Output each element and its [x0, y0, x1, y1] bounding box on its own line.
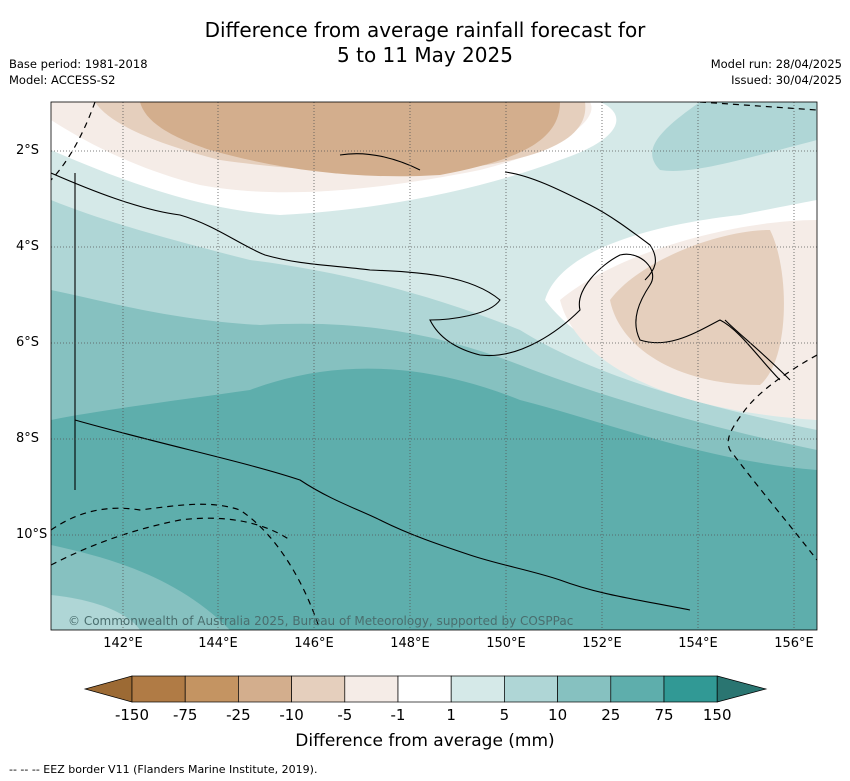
colorbar-tick-label: 75 — [654, 706, 674, 724]
colorbar-tick-label: -1 — [390, 706, 406, 724]
lon-label: 154°E — [678, 636, 718, 651]
eez-border-southwest — [51, 503, 321, 630]
eez-borders — [51, 102, 817, 630]
colorbar-tick-label: -10 — [279, 706, 304, 724]
coastline-new-britain — [504, 171, 656, 281]
colorbar-extend-low — [83, 675, 133, 703]
eez-footnote: -- -- -- EEZ border V11 (Flanders Marine… — [9, 763, 318, 776]
eez-border-south — [51, 517, 291, 566]
colorbar-tick-label: 25 — [601, 706, 621, 724]
band-5-10-southwest — [51, 595, 140, 630]
coastline-bougainville — [724, 319, 791, 381]
coastline-mainland-south — [74, 419, 691, 611]
meta-left: Base period: 1981-2018 Model: ACCESS-S2 — [9, 56, 148, 88]
colorbar — [83, 675, 768, 703]
colorbar-swatch — [184, 675, 239, 703]
map-frame — [50, 101, 818, 631]
colorbar-swatch — [504, 675, 558, 703]
rainfall-field — [51, 102, 817, 630]
lat-label: 2°S — [16, 143, 40, 158]
colorbar-tick-label: -5 — [337, 706, 353, 724]
lat-label: 8°S — [16, 431, 40, 446]
lat-label: 10°S — [16, 527, 48, 542]
title-line-2: 5 to 11 May 2025 — [337, 43, 513, 67]
colorbar-swatch — [291, 675, 346, 703]
copyright-note: © Commonwealth of Australia 2025, Bureau… — [68, 614, 574, 628]
colorbar-swatch — [450, 675, 505, 703]
eez-border-northeast — [699, 102, 817, 111]
colorbar-extend-high — [716, 675, 768, 703]
colorbar-swatch — [131, 675, 186, 703]
colorbar-tick-label: 10 — [548, 706, 568, 724]
colorbar-swatch — [397, 675, 452, 703]
coastlines — [51, 153, 791, 611]
lat-label: 6°S — [16, 335, 40, 350]
coastline-manus — [339, 153, 421, 171]
band-minus25-minus10-north — [140, 102, 560, 177]
colorbar-swatch — [557, 675, 612, 703]
colorbar-swatch — [610, 675, 665, 703]
eez-border-east — [727, 354, 817, 561]
lon-label: 142°E — [103, 636, 143, 651]
title-line-1: Difference from average rainfall forecas… — [204, 18, 646, 42]
model-name: Model: ACCESS-S2 — [9, 73, 116, 87]
model-run: Model run: 28/04/2025 — [710, 57, 842, 71]
colorbar-tick-label: -150 — [114, 706, 150, 724]
map-title: Difference from average rainfall forecas… — [0, 18, 850, 68]
colorbar-tick-label: 5 — [499, 706, 510, 724]
lon-label: 156°E — [774, 636, 814, 651]
base-period: Base period: 1981-2018 — [9, 57, 148, 71]
colorbar-tick-label: 150 — [702, 706, 732, 724]
colorbar-tick-label: 1 — [446, 706, 456, 724]
lon-label: 150°E — [486, 636, 526, 651]
colorbar-swatch — [663, 675, 718, 703]
issued-date: Issued: 30/04/2025 — [731, 73, 842, 87]
coastline-mainland-north — [51, 172, 781, 381]
lat-label: 4°S — [16, 239, 40, 254]
eez-border-northwest — [51, 102, 96, 181]
lon-label: 152°E — [582, 636, 622, 651]
graticule — [51, 102, 817, 630]
band-5-10-northeast — [652, 102, 817, 171]
meta-right: Model run: 28/04/2025 Issued: 30/04/2025 — [711, 56, 842, 88]
colorbar-title: Difference from average (mm) — [295, 731, 555, 751]
lon-label: 146°E — [294, 636, 334, 651]
colorbar-swatch — [344, 675, 399, 703]
colorbar-swatch — [238, 675, 292, 703]
colorbar-tick-label: -75 — [172, 706, 198, 724]
lon-label: 144°E — [198, 636, 238, 651]
colorbar-tick-label: -25 — [226, 706, 251, 724]
lon-label: 148°E — [390, 636, 430, 651]
